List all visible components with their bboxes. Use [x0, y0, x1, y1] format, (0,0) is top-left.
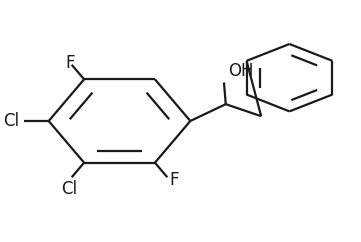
Text: Cl: Cl — [4, 112, 19, 130]
Text: F: F — [66, 54, 75, 72]
Text: Cl: Cl — [61, 180, 77, 198]
Text: OH: OH — [228, 62, 254, 80]
Text: F: F — [169, 171, 179, 189]
